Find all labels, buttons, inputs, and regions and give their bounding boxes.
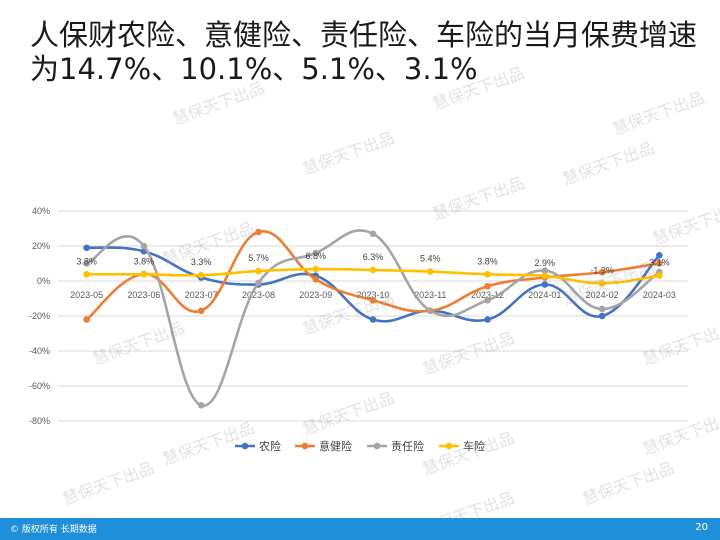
data-point	[426, 307, 434, 315]
data-label: 5.7%	[248, 253, 269, 263]
data-point	[197, 307, 205, 315]
line-chart: 40% 20% 0% -20% -40% -60% -80% 2023-05 2023-06 20…	[29, 206, 688, 453]
legend-label: 车险	[463, 439, 485, 453]
data-point	[83, 316, 90, 323]
legend-label: 农险	[259, 439, 281, 453]
x-tick-label: 2024-01	[528, 290, 561, 300]
data-label: 6.3%	[363, 252, 384, 262]
data-point	[140, 271, 148, 278]
x-tick-label: 2024-03	[643, 290, 676, 300]
legend-marker	[241, 442, 249, 450]
data-point	[484, 282, 491, 290]
data-point	[83, 260, 90, 267]
y-tick-label: 0%	[37, 276, 50, 286]
data-point	[140, 242, 148, 250]
data-point	[656, 251, 663, 259]
data-point	[312, 249, 320, 257]
x-tick-label: 2023-09	[299, 290, 332, 300]
page-number: 20	[695, 522, 708, 533]
data-point	[369, 230, 377, 238]
series-line-1	[85, 246, 661, 323]
data-point	[83, 244, 90, 252]
data-point	[312, 275, 320, 283]
data-point	[312, 265, 320, 273]
data-point	[541, 272, 549, 280]
data-point	[426, 268, 434, 275]
data-point	[598, 312, 606, 320]
data-point	[255, 279, 262, 287]
data-point	[369, 266, 377, 274]
data-point	[484, 271, 491, 278]
legend-marker	[373, 442, 381, 450]
data-label: 3.8%	[477, 256, 498, 266]
x-tick-label: 2023-10	[356, 290, 389, 300]
data-point	[484, 316, 491, 323]
x-tick-label: 2023-11	[414, 290, 446, 300]
data-label: 5.4%	[420, 254, 441, 264]
legend-label: 意健险	[319, 439, 352, 453]
x-tick-label: 2023-05	[70, 290, 103, 300]
data-point	[197, 271, 205, 279]
data-point	[255, 267, 262, 275]
y-tick-label: -20%	[29, 311, 50, 321]
x-tick-label: 2023-12	[471, 290, 504, 300]
data-point	[598, 305, 606, 313]
x-tick-label: 2023-07	[185, 290, 218, 300]
data-point	[197, 401, 205, 409]
x-tick-label: 2023-08	[242, 290, 275, 300]
legend-marker	[445, 442, 453, 450]
data-label: -1.3%	[590, 265, 614, 275]
data-point	[83, 271, 90, 278]
data-label: 3.1%	[649, 258, 670, 268]
y-tick-label: 20%	[32, 241, 50, 251]
data-point	[656, 260, 663, 267]
data-point	[541, 281, 549, 288]
data-point	[484, 296, 491, 304]
data-label: 3.8%	[134, 256, 155, 266]
data-label: 6.8%	[305, 251, 326, 261]
data-point	[255, 228, 262, 236]
page-title: 人保财农险、意健险、责任险、车险的当月保费增速为14.7%、10.1%、5.1%…	[30, 18, 698, 86]
data-point	[598, 268, 606, 276]
y-tick-label: -60%	[29, 381, 50, 391]
legend-label: 责任险	[391, 439, 424, 453]
data-label: 2.9%	[535, 258, 556, 268]
y-tick-label: -40%	[29, 346, 50, 356]
x-tick-label: 2023-06	[127, 290, 160, 300]
data-point	[598, 279, 606, 287]
data-point	[656, 272, 663, 279]
series-line-3	[85, 229, 661, 407]
data-label: 3.3%	[191, 257, 212, 267]
data-point	[369, 316, 377, 323]
copyright-text: © 版权所有 长期数据	[10, 525, 97, 535]
x-tick-label: 2024-02	[586, 290, 619, 300]
legend-marker	[301, 442, 309, 450]
y-tick-label: 40%	[32, 206, 50, 216]
data-label: 3.8%	[76, 256, 97, 266]
y-tick-label: -80%	[29, 416, 50, 426]
data-point	[369, 296, 377, 304]
data-point	[541, 267, 549, 274]
footer-bar: © 版权所有 长期数据 20	[0, 518, 720, 540]
